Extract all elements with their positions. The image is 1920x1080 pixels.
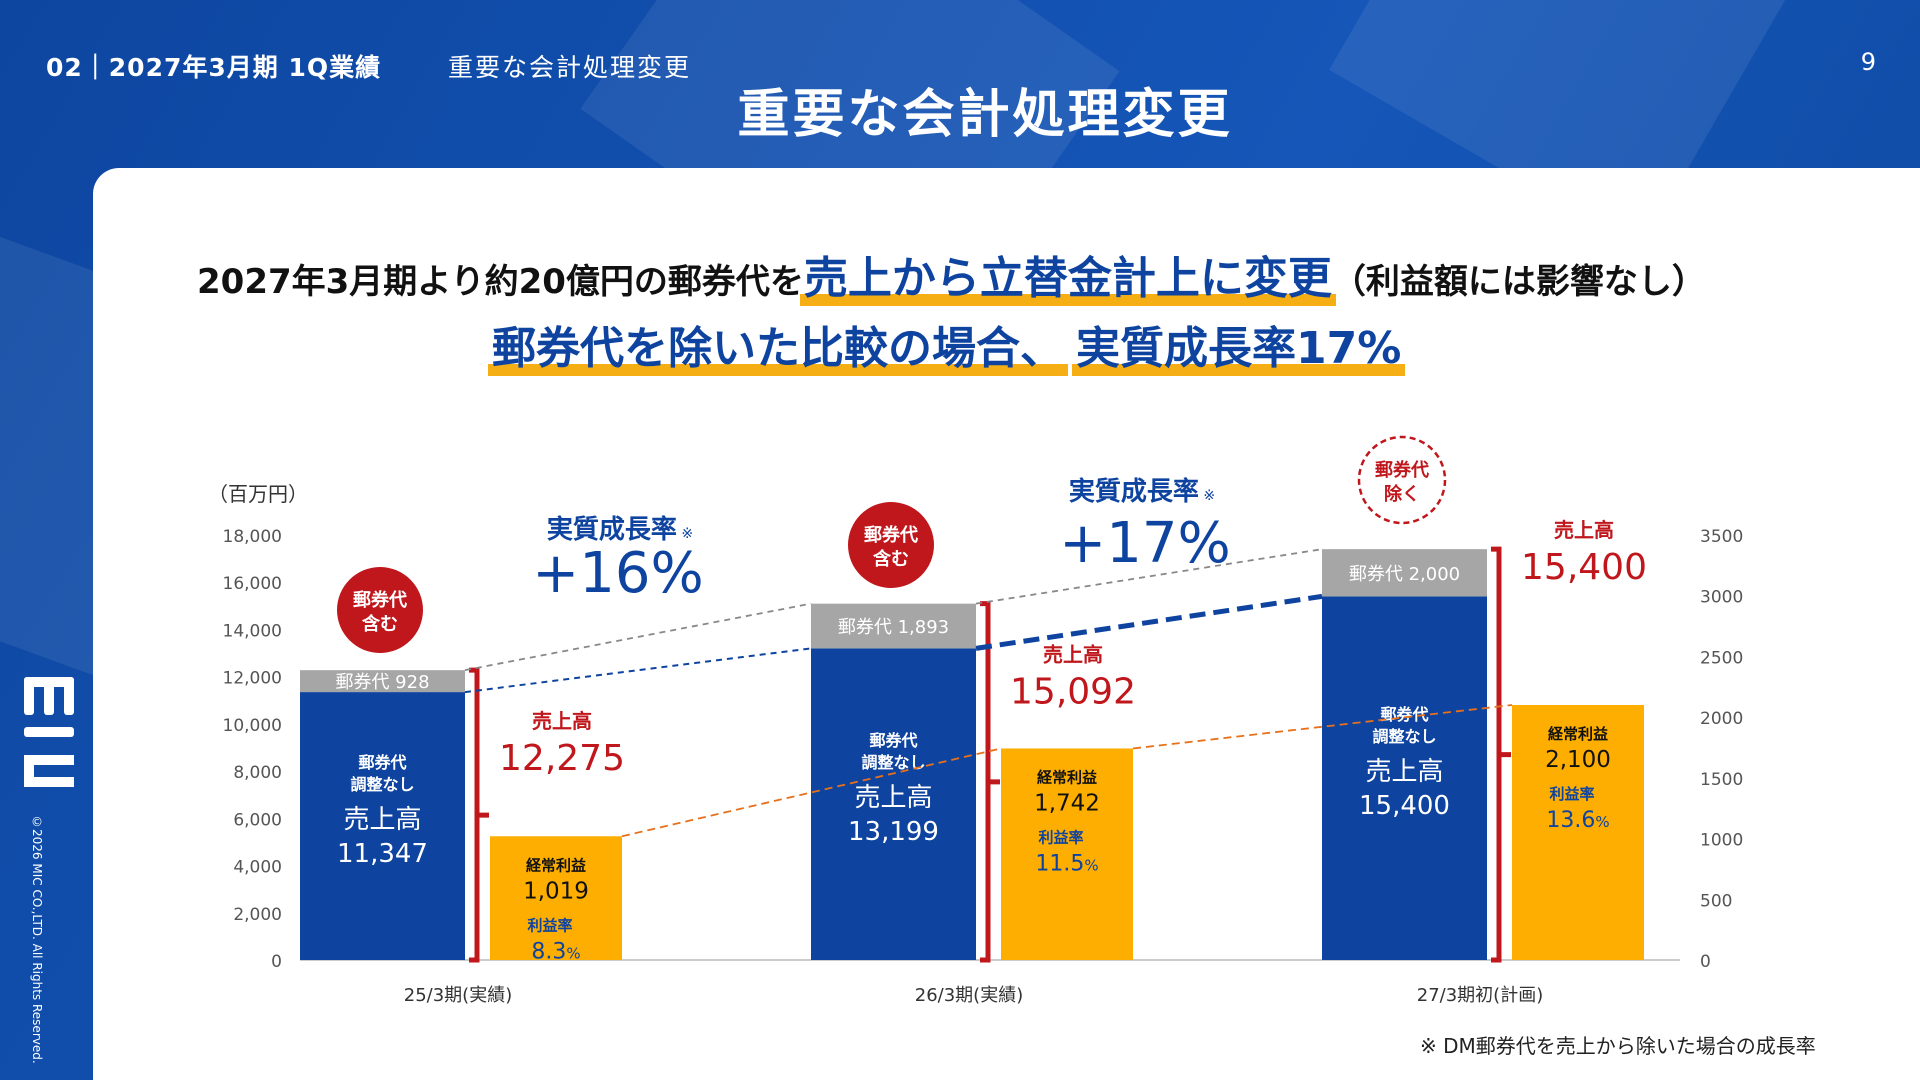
sales-inner-label: 売上高 <box>854 783 932 813</box>
unadjusted-label: 調整なし <box>350 775 414 794</box>
sales-excl-postage-value: 13,199 <box>848 817 939 847</box>
left-axis-tick: 4,000 <box>233 858 282 878</box>
bar-ordinary-profit <box>1512 705 1644 960</box>
headline-2-part1: 郵券代を除いた比較の場合、 <box>492 323 1064 374</box>
badge-text: 含む <box>873 548 909 570</box>
unit-label: （百万円） <box>208 482 308 506</box>
profit-label: 経常利益 <box>526 856 586 874</box>
sales-bracket <box>1491 546 1511 963</box>
postage-label: 郵券代 928 <box>335 672 429 693</box>
sales-total-label: 売上高 <box>532 709 592 733</box>
mic-logo <box>24 677 74 787</box>
sales-total-value: 12,275 <box>499 738 625 779</box>
postage-label: 郵券代 2,000 <box>1349 564 1460 585</box>
margin-label: 利益率 <box>527 916 572 934</box>
right-axis-tick: 1500 <box>1700 770 1743 790</box>
profit-value: 2,100 <box>1545 747 1611 773</box>
right-axis-tick: 500 <box>1700 891 1732 911</box>
category-label: 25/3期(実績) <box>404 985 512 1006</box>
sales-total-value: 15,400 <box>1521 547 1647 588</box>
headline-line-1: 2027年3月期より約20億円の郵券代を売上から立替金計上に変更（利益額には影響… <box>197 242 1706 306</box>
growth-rate-label: 実質成長率 ※ <box>547 514 693 545</box>
right-axis-tick: 0 <box>1700 952 1711 972</box>
trend-line-excl-postage <box>464 647 812 694</box>
growth-rate-label: 実質成長率 ※ <box>1069 476 1215 507</box>
trend-line-excl-postage <box>975 593 1323 651</box>
bar-postage <box>811 603 976 649</box>
right-axis-tick: 2500 <box>1700 648 1743 668</box>
margin-label: 利益率 <box>1038 828 1083 846</box>
page-number: 9 <box>1860 48 1876 76</box>
right-axis-tick: 3500 <box>1700 527 1743 547</box>
sales-inner-label: 売上高 <box>343 805 421 835</box>
left-axis-tick: 12,000 <box>223 669 282 689</box>
postage-badge <box>337 567 423 653</box>
margin-label: 利益率 <box>1549 785 1594 803</box>
margin-value: 11.5% <box>1035 851 1098 876</box>
sales-bracket <box>469 667 489 963</box>
headline-2-part2: 実質成長率17% <box>1076 323 1402 374</box>
trend-line-total <box>464 602 812 672</box>
category-label: 27/3期初(計画) <box>1417 985 1543 1006</box>
bar-sales-excl-postage <box>300 692 465 960</box>
footnote: ※ DM郵券代を売上から除いた場合の成長率 <box>1420 1034 1816 1058</box>
headline-1-pre: 2027年3月期より約20億円の郵券代を <box>197 262 804 302</box>
sales-bracket <box>980 601 1000 963</box>
left-axis-tick: 16,000 <box>223 574 282 594</box>
badge-text: 郵券代 <box>353 589 407 611</box>
left-axis-tick: 0 <box>271 952 282 972</box>
left-axis-tick: 8,000 <box>233 763 282 783</box>
sales-total-value: 15,092 <box>1010 672 1136 713</box>
right-axis-tick: 1000 <box>1700 831 1743 851</box>
trend-line-total <box>975 548 1323 605</box>
section-subtitle: 重要な会計処理変更 <box>448 53 692 82</box>
badge-text: 郵券代 <box>864 524 918 546</box>
badge-text: 除く <box>1384 483 1420 505</box>
category-label: 26/3期(実績) <box>915 985 1023 1006</box>
unadjusted-label: 調整なし <box>861 753 925 772</box>
growth-rate-value: +17% <box>1059 511 1230 576</box>
left-axis-tick: 10,000 <box>223 716 282 736</box>
headline-1-post: （利益額には影響なし） <box>1331 262 1706 302</box>
headline-line-2: 郵券代を除いた比較の場合、 実質成長率17% <box>492 312 1401 376</box>
left-axis-tick: 18,000 <box>223 527 282 547</box>
postage-badge <box>1357 435 1447 525</box>
bar-postage <box>1322 549 1487 597</box>
bar-ordinary-profit <box>1001 748 1133 960</box>
bar-ordinary-profit <box>490 836 622 960</box>
unadjusted-label: 郵券代 <box>869 731 917 750</box>
unadjusted-label: 調整なし <box>1372 727 1436 746</box>
profit-label: 経常利益 <box>1037 768 1097 786</box>
badge-text: 含む <box>362 613 398 635</box>
copyright: ©2026 MIC CO.,LTD. All Rights Reserved. <box>30 815 44 1064</box>
headline-1-highlight: 売上から立替金計上に変更 <box>803 253 1332 304</box>
page-title: 重要な会計処理変更 <box>737 85 1233 145</box>
trend-line-profit <box>1132 704 1513 750</box>
sales-inner-label: 売上高 <box>1365 757 1443 787</box>
sales-total-label: 売上高 <box>1554 518 1614 542</box>
bar-sales-excl-postage <box>811 648 976 960</box>
sales-excl-postage-value: 11,347 <box>337 839 428 869</box>
breadcrumb: 02｜2027年3月期 1Q業績 <box>46 53 382 82</box>
bar-sales-excl-postage <box>1322 596 1487 960</box>
badge-text: 郵券代 <box>1375 459 1429 481</box>
postage-badge <box>848 502 934 588</box>
margin-value: 8.3% <box>531 939 580 964</box>
left-axis-tick: 6,000 <box>233 810 282 830</box>
profit-value: 1,019 <box>523 878 589 904</box>
unadjusted-label: 郵券代 <box>358 753 406 772</box>
growth-rate-value: +16% <box>532 541 703 606</box>
right-axis-tick: 3000 <box>1700 588 1743 608</box>
left-axis-tick: 14,000 <box>223 621 282 641</box>
profit-label: 経常利益 <box>1548 725 1608 743</box>
profit-value: 1,742 <box>1034 790 1100 816</box>
bar-postage <box>300 670 465 693</box>
postage-label: 郵券代 1,893 <box>838 617 949 638</box>
sales-excl-postage-value: 15,400 <box>1359 791 1450 821</box>
sales-total-label: 売上高 <box>1043 643 1103 667</box>
right-axis-tick: 2000 <box>1700 709 1743 729</box>
margin-value: 13.6% <box>1546 808 1609 833</box>
left-axis-tick: 2,000 <box>233 905 282 925</box>
